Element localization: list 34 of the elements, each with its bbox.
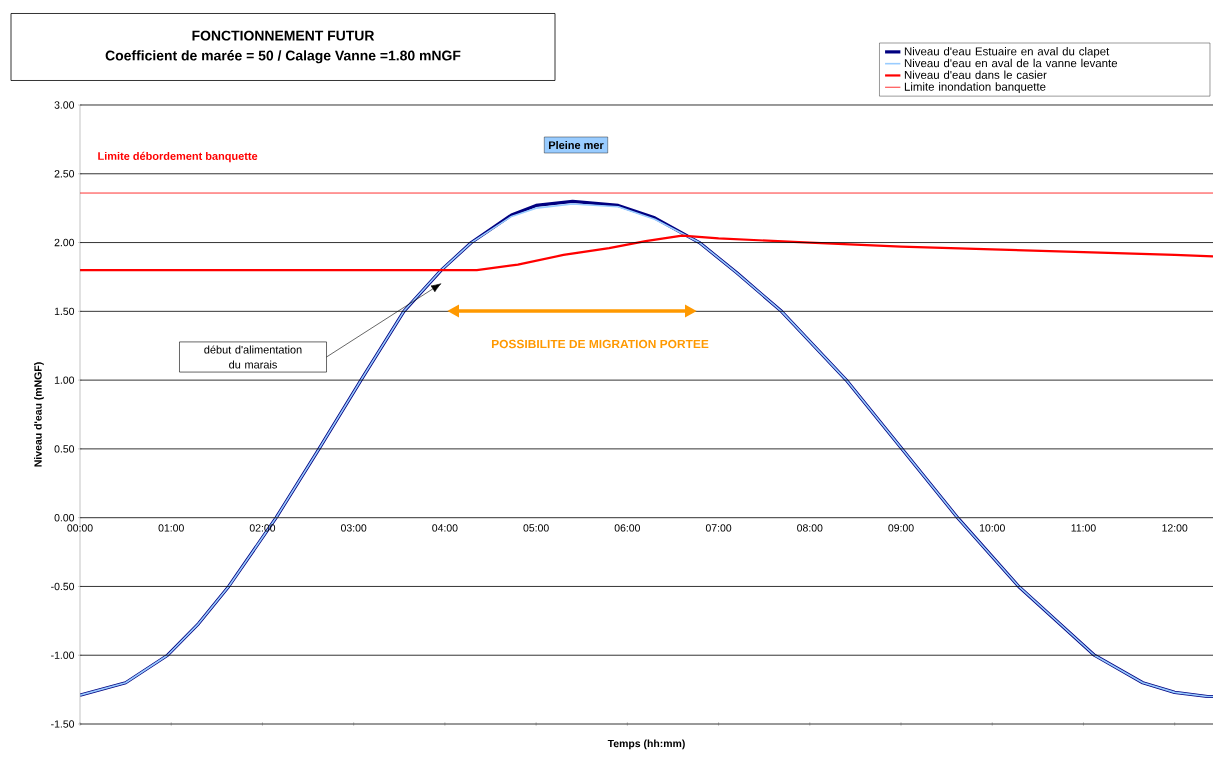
x-tick-label: 05:00 bbox=[523, 524, 549, 532]
legend-label: Niveau d'eau dans le casier bbox=[904, 70, 1047, 79]
x-tick-label: 01:00 bbox=[158, 524, 184, 532]
x-tick-label: 06:00 bbox=[614, 524, 641, 532]
y-tick-label: -1.00 bbox=[51, 651, 75, 659]
annotation: Pleine mer bbox=[549, 140, 604, 150]
y-axis-title: Niveau d'eau (mNGF) bbox=[34, 362, 44, 467]
x-tick-label: 11:00 bbox=[1071, 524, 1096, 532]
x-tick-label: 12:00 bbox=[1162, 524, 1188, 532]
x-tick-label: 03:00 bbox=[340, 524, 367, 532]
y-tick-label: 2.00 bbox=[54, 238, 75, 247]
chart-subtitle: Coefficient de marée = 50 / Calage Vanne =1.80 mNGF bbox=[105, 50, 461, 64]
chart-title: FONCTIONNEMENT FUTUR bbox=[192, 30, 375, 41]
x-tick-label: 09:00 bbox=[888, 524, 914, 532]
legend-label: Limite inondation banquette bbox=[904, 82, 1046, 94]
annotation: POSSIBILITE DE MIGRATION PORTEE bbox=[491, 339, 709, 349]
x-tick-label: 07:00 bbox=[705, 524, 732, 532]
annotation: Limite débordement banquette bbox=[98, 151, 258, 163]
y-tick-label: -1.50 bbox=[51, 720, 75, 728]
x-tick-label: 08:00 bbox=[797, 524, 823, 532]
x-axis-title: Temps (hh:mm) bbox=[607, 739, 685, 750]
legend-label: Niveau d'eau Estuaire en aval du clapet bbox=[904, 47, 1110, 58]
legend-label: Niveau d'eau en aval de la vanne levante bbox=[904, 58, 1118, 68]
y-tick-label: 2.50 bbox=[54, 170, 75, 178]
y-tick-label: 1.50 bbox=[54, 307, 75, 316]
x-tick-label: 10:00 bbox=[979, 524, 1005, 532]
annotation: début d'alimentation du marais bbox=[204, 345, 302, 369]
x-tick-label: 04:00 bbox=[432, 524, 458, 532]
y-tick-label: 3.00 bbox=[54, 101, 75, 109]
y-tick-label: 0.50 bbox=[54, 445, 75, 453]
y-tick-label: 1.00 bbox=[54, 376, 75, 384]
y-tick-label: -0.50 bbox=[51, 582, 75, 591]
x-tick-label: 00:00 bbox=[67, 524, 93, 532]
y-tick-label: 0.00 bbox=[54, 513, 75, 522]
